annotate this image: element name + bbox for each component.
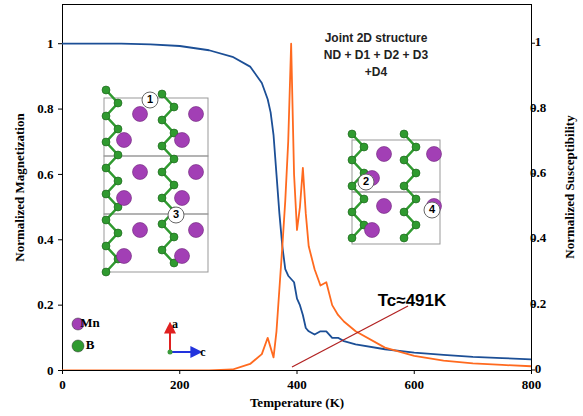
- svg-text:a: a: [172, 317, 178, 331]
- svg-text:1: 1: [47, 36, 54, 51]
- svg-text:B: B: [86, 337, 95, 352]
- svg-text:0: 0: [47, 363, 54, 378]
- svg-text:Temperature (K): Temperature (K): [250, 395, 344, 410]
- svg-text:+D4: +D4: [365, 65, 388, 79]
- svg-text:c: c: [200, 345, 206, 359]
- svg-text:0.2: 0.2: [37, 297, 53, 312]
- svg-text:1: 1: [535, 34, 542, 49]
- svg-text:600: 600: [405, 377, 425, 392]
- svg-text:0.4: 0.4: [37, 232, 54, 247]
- svg-text:0.6: 0.6: [37, 167, 54, 182]
- svg-text:Mn: Mn: [80, 315, 100, 330]
- svg-text:200: 200: [170, 377, 190, 392]
- svg-text:0: 0: [59, 377, 66, 392]
- svg-text:400: 400: [287, 377, 307, 392]
- svg-text:0: 0: [535, 361, 542, 376]
- svg-text:3: 3: [173, 208, 179, 220]
- svg-text:800: 800: [522, 377, 542, 392]
- svg-text:0.8: 0.8: [530, 100, 547, 115]
- svg-text:0.6: 0.6: [530, 165, 547, 180]
- svg-text:0.8: 0.8: [37, 101, 54, 116]
- svg-text:0.4: 0.4: [530, 230, 547, 245]
- svg-text:Normalized Magnetization: Normalized Magnetization: [12, 113, 27, 262]
- svg-text:Tc≈491K: Tc≈491K: [378, 291, 447, 310]
- svg-text:1: 1: [147, 93, 153, 105]
- svg-text:0.2: 0.2: [530, 296, 546, 311]
- svg-text:2: 2: [363, 175, 369, 187]
- svg-text:Normalized Susceptibility: Normalized Susceptibility: [562, 115, 577, 259]
- svg-text:ND + D1 + D2 + D3: ND + D1 + D2 + D3: [324, 48, 429, 62]
- svg-text:Joint 2D structure: Joint 2D structure: [325, 31, 428, 45]
- svg-text:4: 4: [429, 203, 436, 215]
